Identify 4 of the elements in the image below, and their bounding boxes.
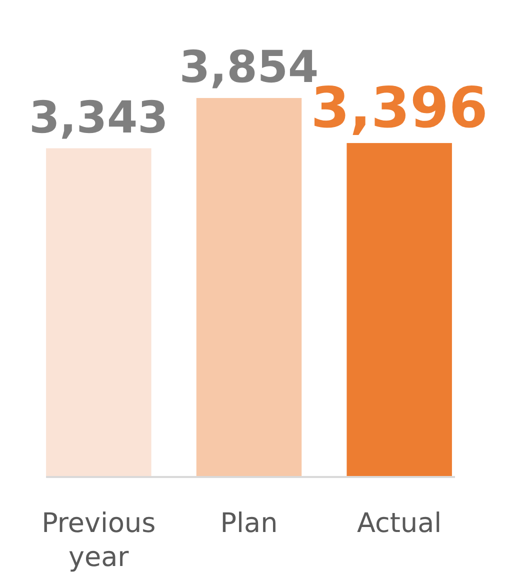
x-tick-label: Actual <box>357 508 442 539</box>
data-label: 3,343 <box>29 92 168 144</box>
x-tick-label: Plan <box>220 508 278 539</box>
x-tick-label: Previous year <box>42 508 156 573</box>
